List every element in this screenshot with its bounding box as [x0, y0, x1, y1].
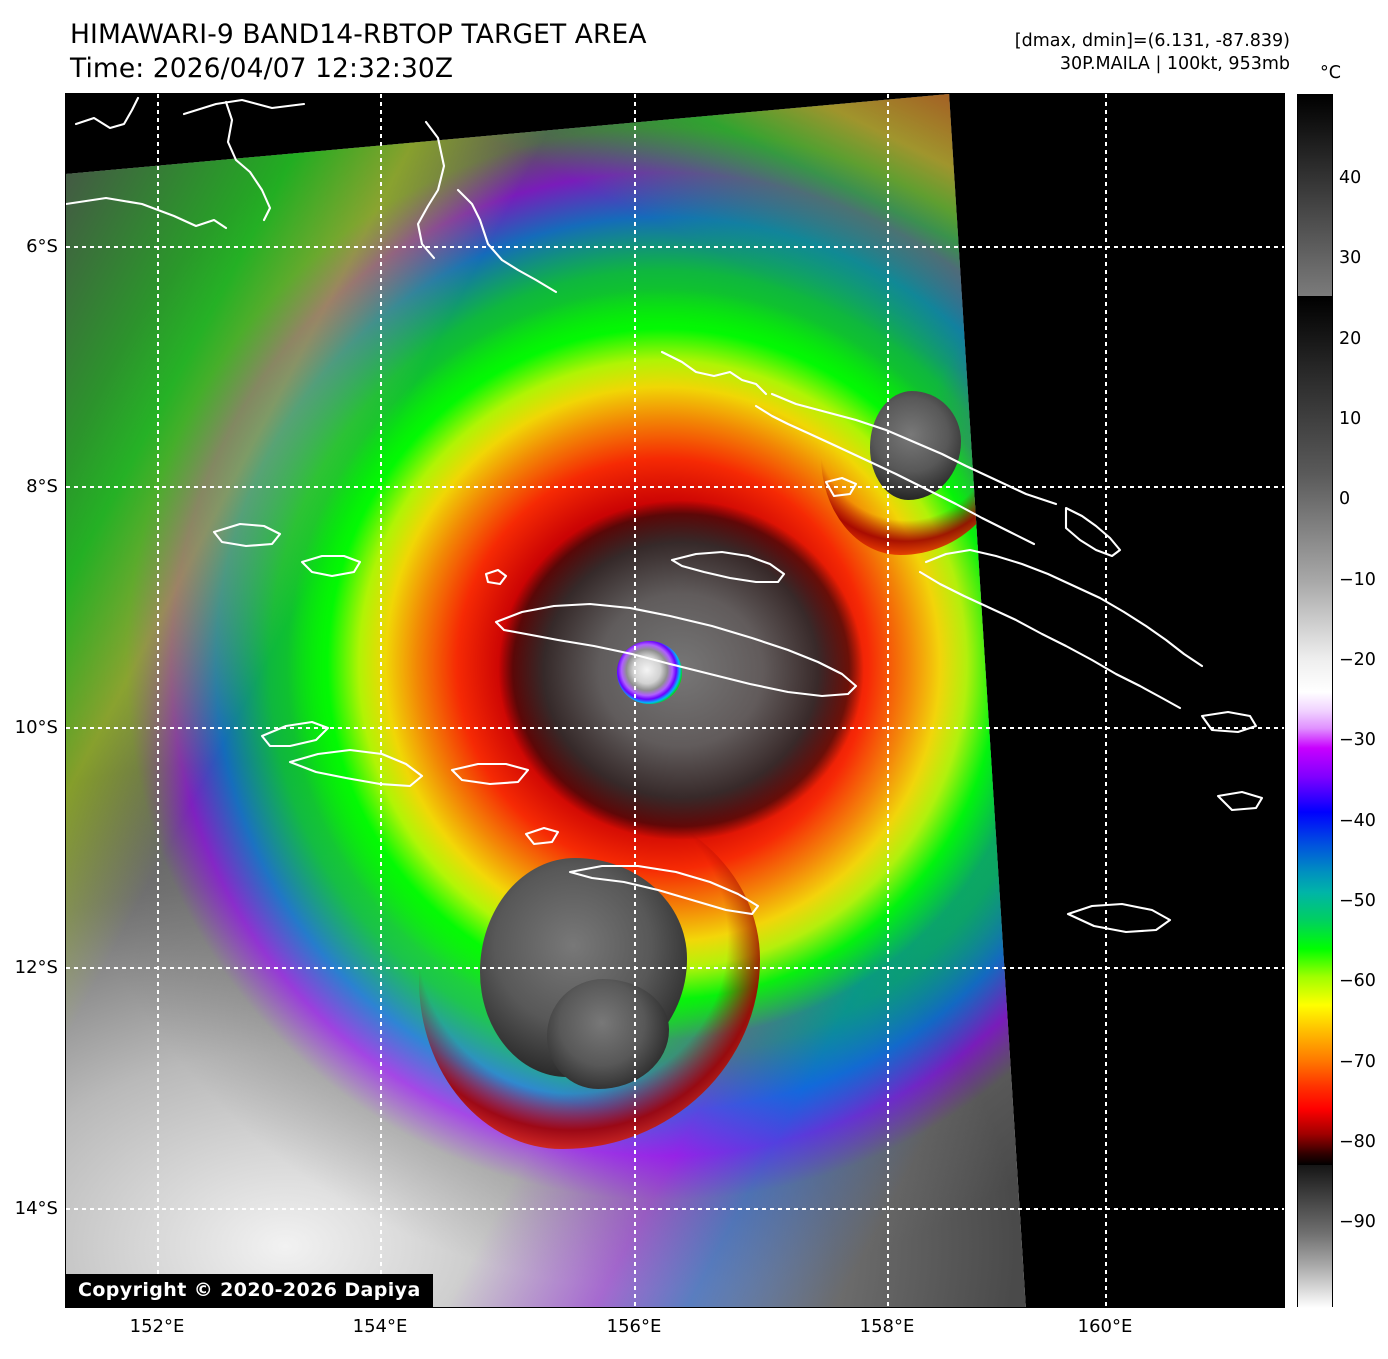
cbar-tick-m50: −50 [1339, 891, 1376, 911]
cbar-tick-m20: −20 [1339, 650, 1376, 670]
coastline-bougainville [660, 350, 768, 396]
gridline-lat-6 [66, 246, 1284, 248]
coastline-makira [568, 864, 760, 916]
gridline-lat-14 [66, 1208, 1284, 1210]
coastline-choiseul-south [754, 404, 1036, 546]
cbar-tick-20: 20 [1339, 329, 1362, 349]
timestamp-label: Time: 2026/04/07 12:32:30Z [70, 53, 454, 85]
gridline-lat-8 [66, 486, 1284, 488]
coastline-rennell [524, 826, 560, 846]
satellite-image-plot[interactable] [66, 94, 1284, 1307]
cbar-tick-m70: −70 [1339, 1052, 1376, 1072]
sw-convective-burst-2 [547, 979, 669, 1089]
cyclone-eye [616, 641, 683, 705]
cbar-tick-40: 40 [1339, 168, 1362, 188]
coastline-malaita [670, 550, 786, 584]
coastline-nw-small [212, 522, 282, 548]
coastline-ne-island-b [456, 188, 558, 294]
coastline-small-isle-2 [1200, 710, 1258, 734]
colorbar-unit-label: °C [1320, 63, 1341, 83]
cbar-tick-m60: −60 [1339, 971, 1376, 991]
cbar-seg-green-yellow [1298, 949, 1332, 1005]
coastline-overlay [66, 96, 1264, 934]
title-block: HIMAWARI-9 BAND14-RBTOP TARGET AREA Time… [70, 18, 647, 87]
coastline-sw-island-c [450, 762, 530, 786]
lat-tick-14s: 14°S [14, 1198, 58, 1219]
cbar-tick-10: 10 [1339, 409, 1362, 429]
cbar-tick-30: 30 [1339, 248, 1362, 268]
coastline-new-britain-north [74, 96, 140, 130]
lat-tick-12s: 12°S [14, 957, 58, 978]
coastline-north-arc [182, 98, 306, 116]
ne-convective-cell [869, 391, 962, 501]
gridline-lon-152 [157, 94, 159, 1307]
page-title: HIMAWARI-9 BAND14-RBTOP TARGET AREA [70, 19, 647, 50]
cbar-tick-0: 0 [1339, 489, 1351, 509]
cbar-seg-warm-grey [1298, 95, 1332, 296]
coastline-small-isle-1 [824, 476, 858, 498]
coastline-south-chain [1066, 902, 1172, 934]
gridline-lat-12 [66, 967, 1284, 969]
cbar-tick-m90: −90 [1339, 1212, 1376, 1232]
gridline-lat-10 [66, 727, 1284, 729]
lat-tick-10s: 10°S [14, 717, 58, 738]
coastline-sw-island-a [260, 720, 330, 748]
cbar-tick-m80: −80 [1339, 1132, 1376, 1152]
lon-tick-158e: 158°E [859, 1316, 915, 1337]
cbar-seg-cyan-green [1298, 892, 1332, 949]
lat-tick-8s: 8°S [26, 476, 58, 497]
lon-tick-156e: 156°E [606, 1316, 662, 1337]
storm-info-label: 30P.MAILA | 100kt, 953mb [1059, 54, 1290, 75]
coastline-choiseul [770, 392, 1058, 506]
lon-tick-154e: 154°E [352, 1316, 408, 1337]
coastline-far-e-isle [1216, 790, 1264, 812]
cbar-seg-cold-grey [1298, 1165, 1332, 1308]
satellite-swath [66, 94, 1026, 1307]
coastline-guadalcanal [494, 602, 858, 698]
metadata-block: [dmax, dmin]=(6.131, -87.839) 30P.MAILA … [1015, 30, 1290, 76]
coastline-nw-coast [66, 196, 228, 230]
coastline-ne-island-a [416, 120, 446, 260]
coastline-savo [484, 568, 508, 586]
gridline-lon-158 [887, 94, 889, 1307]
cbar-tick-m10: −10 [1339, 570, 1376, 590]
cbar-seg-red-black [1298, 1109, 1332, 1165]
gridline-lon-160 [1105, 94, 1107, 1307]
coastline-new-britain [224, 100, 272, 222]
cbar-seg-white-magenta [1298, 692, 1332, 748]
cbar-seg-orange-red [1298, 1061, 1332, 1109]
cbar-seg-yellow-orange [1298, 1005, 1332, 1061]
gridline-lon-156 [634, 94, 636, 1307]
colorbar[interactable] [1297, 94, 1333, 1308]
dmax-dmin-label: [dmax, dmin]=(6.131, -87.839) [1014, 31, 1290, 51]
lat-tick-6s: 6°S [26, 236, 58, 257]
copyright-banner: Copyright © 2020-2026 Dapiya [66, 1274, 433, 1307]
coastline-santa-isabel-south [918, 570, 1182, 710]
lon-tick-160e: 160°E [1077, 1316, 1133, 1337]
lon-tick-152e: 152°E [129, 1316, 185, 1337]
cbar-tick-m30: −30 [1339, 730, 1376, 750]
cbar-seg-blue-cyan [1298, 812, 1332, 892]
cbar-tick-m40: −40 [1339, 811, 1376, 831]
coastline-sw-island-b [288, 748, 424, 788]
cbar-seg-magenta-blue [1298, 748, 1332, 812]
coastline-russell [300, 554, 362, 578]
gridline-lon-154 [380, 94, 382, 1307]
coastline-santa-isabel [924, 548, 1204, 668]
cbar-seg-black-white [1298, 296, 1332, 692]
coastline-new-georgia [1064, 506, 1122, 558]
